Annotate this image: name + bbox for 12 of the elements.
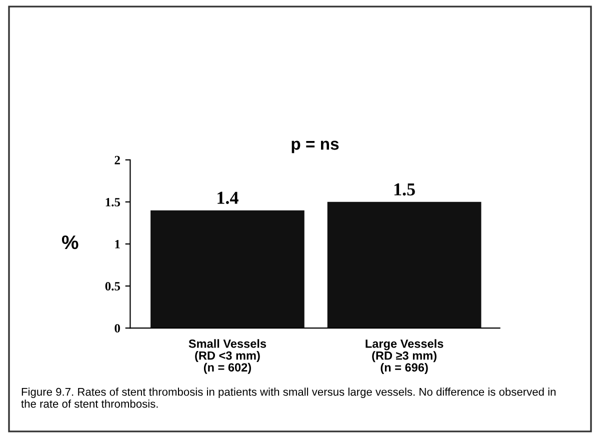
x-tick-label: Large Vessels (RD ≥3 mm) (n = 696) [366, 339, 444, 374]
y-tick-label: 0 [114, 324, 120, 333]
y-tick-label: 2 [114, 156, 120, 164]
caption: Figure 9.7. Rates of stent thrombosis in patients with small versus large vessels. No difference is observed in the rate of stent thrombosis. [21, 388, 556, 408]
x-tick-label: Small Vessels (RD <3 mm) (n = 602) [188, 339, 266, 374]
y-axis-title: % [62, 235, 78, 250]
text: p = ns [292, 140, 339, 154]
data-label: 1.5 [394, 183, 415, 196]
y-tick-label: 0.5 [105, 282, 120, 291]
y-tick-label: 1.5 [106, 198, 120, 206]
data-label: 1.4 [218, 192, 238, 204]
y-tick-label: 1 [115, 240, 120, 248]
